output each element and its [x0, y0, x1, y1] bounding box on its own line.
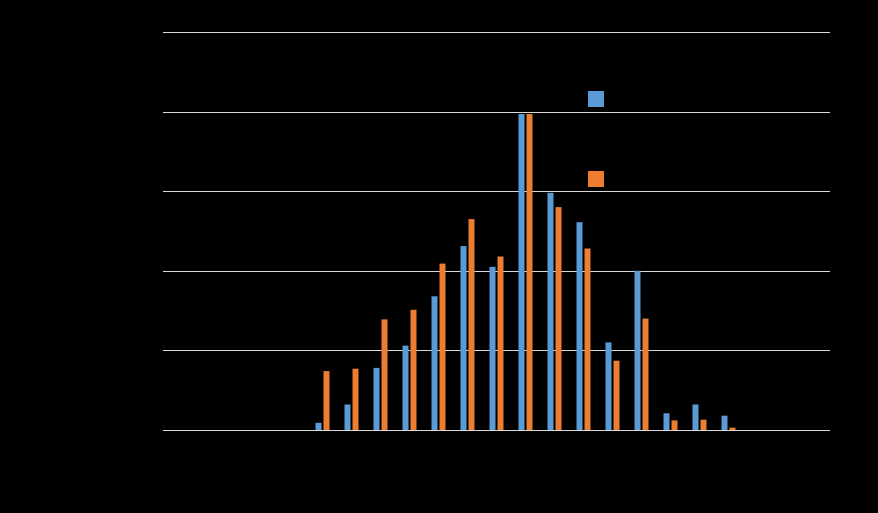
bar-series-2-category-6 [323, 371, 330, 430]
bar-series-1-category-11 [460, 246, 467, 430]
bar-series-2-category-18 [671, 420, 678, 430]
bar-layer [315, 114, 736, 430]
legend-marker-series-2 [588, 171, 604, 187]
bar-series-2-category-17 [642, 318, 649, 430]
bar-series-1-category-20 [721, 415, 728, 430]
bar-series-2-category-19 [700, 419, 707, 430]
bar-series-2-category-10 [439, 263, 446, 430]
legend [588, 91, 604, 187]
bar-series-2-category-14 [555, 207, 562, 430]
bar-series-1-category-13 [518, 114, 525, 430]
bar-series-1-category-7 [344, 404, 351, 430]
bar-series-1-category-9 [402, 345, 409, 430]
bar-series-1-category-6 [315, 422, 322, 430]
bar-series-2-category-13 [526, 114, 533, 430]
legend-marker-series-1 [588, 91, 604, 107]
bar-series-2-category-15 [584, 248, 591, 430]
bar-series-1-category-16 [605, 342, 612, 430]
bar-series-2-category-7 [352, 368, 359, 430]
bar-series-2-category-11 [468, 219, 475, 430]
bar-series-1-category-8 [373, 367, 380, 430]
bar-series-1-category-10 [431, 296, 438, 430]
bar-series-2-category-16 [613, 360, 620, 430]
bar-series-1-category-12 [489, 266, 496, 430]
bar-series-2-category-8 [381, 319, 388, 430]
grid-layer [163, 32, 830, 431]
bar-series-1-category-18 [663, 413, 670, 430]
bar-series-1-category-19 [692, 404, 699, 430]
bar-series-1-category-14 [547, 192, 554, 430]
bar-series-2-category-9 [410, 309, 417, 430]
bar-series-1-category-17 [634, 270, 641, 430]
bar-series-2-category-12 [497, 256, 504, 430]
bar-series-1-category-15 [576, 222, 583, 430]
bar-series-2-category-20 [729, 427, 736, 430]
